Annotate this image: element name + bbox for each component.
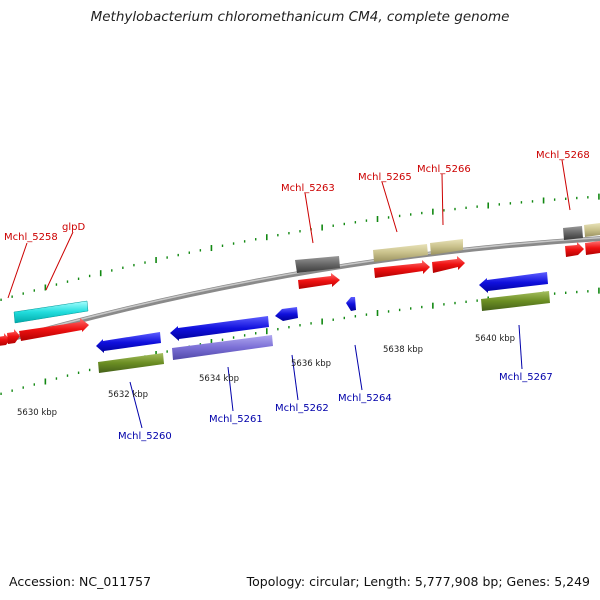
gene-arrow-red xyxy=(585,241,600,255)
gene-arrow-gray xyxy=(295,256,340,273)
gene-arrow-blue xyxy=(170,316,269,341)
gene-arrow-blue xyxy=(96,332,161,353)
scale-label: 5634 kbp xyxy=(199,374,239,384)
accession-text: Accession: NC_011757 xyxy=(9,574,152,589)
gene-arrow-blue xyxy=(346,297,356,311)
gene-arrow-olive xyxy=(481,291,550,311)
gene-label[interactable]: Mchl_5267 xyxy=(499,372,553,383)
gene-arrow-gray xyxy=(563,226,583,240)
gene-arrow-olive xyxy=(98,353,164,373)
scale-label: 5638 kbp xyxy=(383,345,423,355)
genome-backbone xyxy=(0,236,600,345)
gene-arrow-slate xyxy=(172,335,273,360)
genome-summary-text: Topology: circular; Length: 5,777,908 bp… xyxy=(246,574,590,589)
gene-arrow-red xyxy=(565,242,584,257)
gene-arrow-red xyxy=(19,318,89,341)
gene-label[interactable]: Mchl_5263 xyxy=(281,183,335,194)
top-leader-lines xyxy=(7,159,571,299)
gene-label[interactable]: Mchl_5260 xyxy=(118,431,172,442)
gene-arrow-blue xyxy=(479,272,548,293)
gene-label[interactable]: Mchl_5266 xyxy=(417,164,471,175)
map-title: Methylobacterium chloromethanicum CM4, c… xyxy=(90,9,510,25)
gene-arrow-khaki xyxy=(584,223,600,237)
gene-arrow-khaki xyxy=(373,244,428,262)
gene-label[interactable]: Mchl_5261 xyxy=(209,414,263,425)
gene-arrow-red xyxy=(374,260,430,278)
gene-arrow-khaki xyxy=(430,239,463,255)
scale-label: 5640 kbp xyxy=(475,334,515,344)
gene-arrow-red xyxy=(432,256,465,273)
gene-arrow-red xyxy=(298,273,340,289)
scale-label: 5632 kbp xyxy=(108,390,148,400)
feature-track xyxy=(0,223,600,373)
gene-arrow-red xyxy=(0,333,10,346)
gene-label[interactable]: Mchl_5268 xyxy=(536,150,590,161)
gene-label[interactable]: Mchl_5262 xyxy=(275,403,329,414)
gene-label[interactable]: glpD xyxy=(62,222,85,233)
gene-arrow-blue xyxy=(275,307,298,321)
gene-label[interactable]: Mchl_5264 xyxy=(338,393,392,404)
gene-arrow-red xyxy=(7,329,20,344)
gene-arrow-glpd-rna xyxy=(13,300,89,324)
gene-label[interactable]: Mchl_5265 xyxy=(358,172,412,183)
gene-label[interactable]: Mchl_5258 xyxy=(4,232,58,243)
scale-label: 5630 kbp xyxy=(17,408,57,418)
bottom-leader-lines xyxy=(129,324,523,429)
scale-label: 5636 kbp xyxy=(291,359,331,369)
